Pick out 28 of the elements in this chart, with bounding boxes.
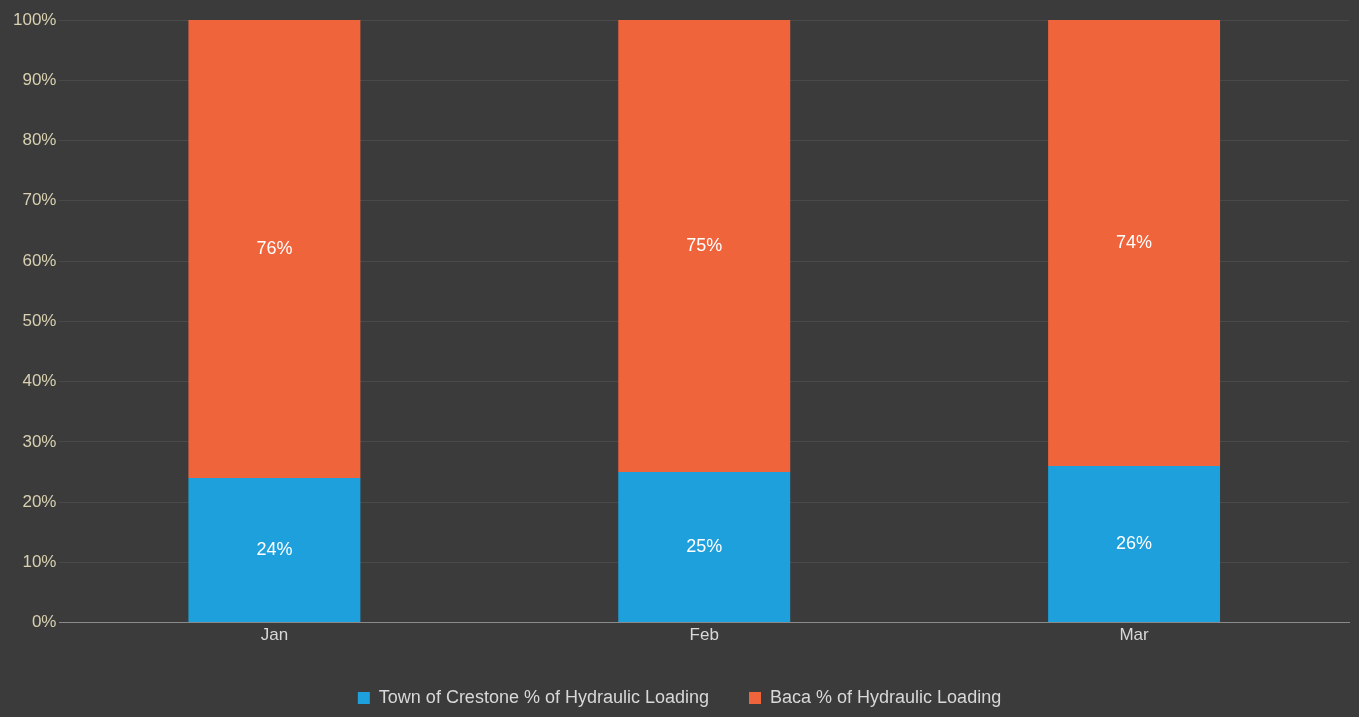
data-label: 74%: [1116, 231, 1153, 252]
x-tick-label: Mar: [1119, 625, 1150, 645]
data-label: 25%: [686, 535, 723, 556]
x-tick-label: Feb: [689, 625, 719, 645]
y-tick-label: 30%: [22, 431, 57, 451]
bar: [188, 477, 361, 623]
legend-label: Town of Crestone % of Hydraulic Loading: [378, 686, 710, 707]
data-label: 24%: [256, 539, 293, 560]
y-tick-label: 60%: [22, 250, 57, 270]
bar: [1048, 465, 1221, 623]
data-label: 26%: [1116, 532, 1153, 553]
bar: [188, 20, 361, 478]
y-tick-label: 40%: [22, 371, 57, 391]
y-tick-label: 10%: [22, 552, 57, 572]
y-tick-label: 100%: [13, 9, 57, 29]
y-tick-label: 50%: [22, 310, 57, 330]
y-tick-label: 80%: [22, 130, 57, 150]
data-label: 75%: [686, 234, 723, 255]
data-label: 76%: [256, 237, 293, 258]
legend-label: Baca % of Hydraulic Loading: [770, 686, 1002, 707]
x-tick-label: Jan: [260, 625, 289, 645]
y-tick-label: 20%: [22, 491, 57, 511]
bar: [1048, 20, 1221, 466]
y-tick-label: 0%: [31, 612, 57, 632]
y-tick-label: 90%: [22, 69, 57, 89]
bar: [618, 471, 791, 623]
y-tick-label: 70%: [22, 190, 57, 210]
bar: [618, 20, 791, 472]
